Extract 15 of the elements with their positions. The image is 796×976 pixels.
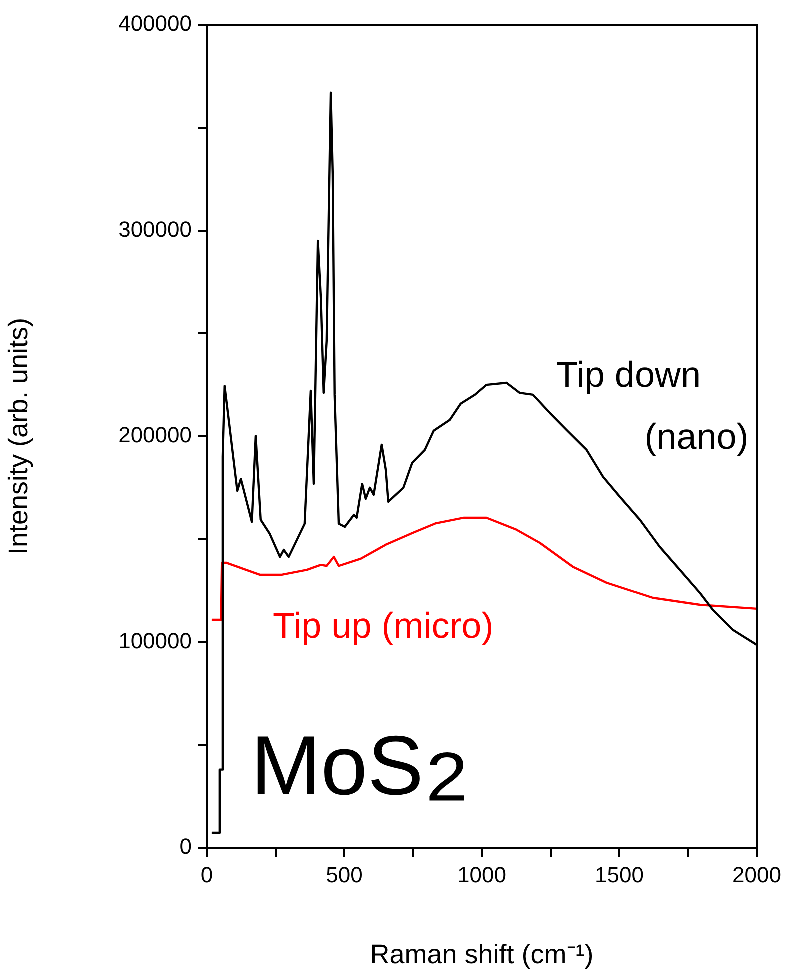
x-tick-label: 0 bbox=[200, 862, 214, 888]
y-tick-label: 0 bbox=[180, 834, 192, 860]
x-tick-label: 500 bbox=[326, 862, 363, 888]
y-tick-label: 100000 bbox=[118, 628, 192, 654]
series-label: Tip up (micro) bbox=[273, 605, 494, 646]
x-tick-label: 1000 bbox=[458, 862, 506, 888]
x-tick-label: 2000 bbox=[732, 862, 782, 888]
annotation: MoS₂ bbox=[251, 682, 470, 817]
y-tick-label: 400000 bbox=[118, 11, 192, 36]
x-tick-label: 1500 bbox=[595, 862, 644, 888]
series-label: Tip down (nano) bbox=[556, 354, 749, 457]
y-tick-label: 300000 bbox=[118, 216, 192, 242]
y-tick-label: 200000 bbox=[118, 422, 192, 448]
x-axis-title: Raman shift (cm⁻¹) bbox=[370, 939, 594, 970]
y-axis-title: Intensity (arb. units) bbox=[4, 318, 34, 556]
